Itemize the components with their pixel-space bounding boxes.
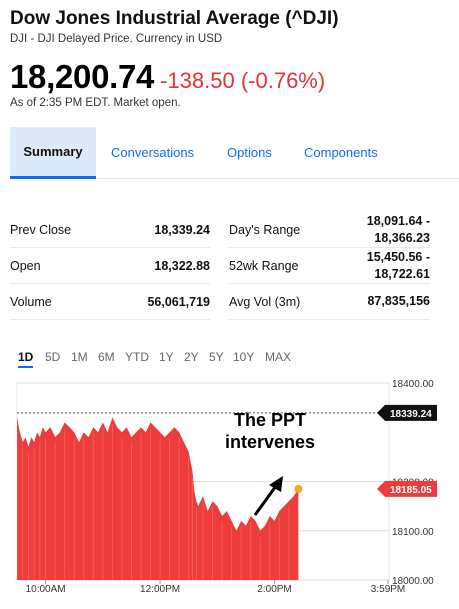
stats-row: Open 18,322.88 52wk Range 15,450.56 - 18… <box>10 248 430 284</box>
current-price-flag <box>377 480 437 497</box>
x-tick-label: 2:00PM <box>257 584 291 595</box>
stat-label-avg-vol: Avg Vol (3m) <box>229 284 349 320</box>
page-title: Dow Jones Industrial Average (^DJI) <box>10 8 339 29</box>
stat-label-days-range: Day's Range <box>229 212 349 248</box>
price-change: -138.50 (-0.76%) <box>160 68 326 93</box>
as-of-time: As of 2:35 PM EDT. Market open. <box>10 97 181 109</box>
price-row: 18,200.74 -138.50 (-0.76%) <box>10 58 325 96</box>
current-price: 18,200.74 <box>10 58 155 95</box>
y-tick-label: 18100.00 <box>392 527 434 538</box>
stat-label-52wk-range: 52wk Range <box>229 248 349 284</box>
range-1d[interactable]: 1D <box>18 350 34 368</box>
x-tick-label: 12:00PM <box>140 584 180 595</box>
annotation-arrowhead <box>269 476 283 492</box>
stat-value-days-range: 18,091.64 - 18,366.23 <box>349 212 430 248</box>
tab-summary[interactable]: Summary <box>10 127 96 179</box>
tab-conversations[interactable]: Conversations <box>111 145 195 160</box>
x-tick-label: 3:59PM <box>371 584 405 595</box>
prev-close-flag-label: 18339.24 <box>390 409 432 420</box>
range-10y[interactable]: 10Y <box>233 350 255 364</box>
price-subtitle: DJI - DJI Delayed Price. Currency in USD <box>10 33 223 45</box>
range-6m[interactable]: 6M <box>98 350 115 364</box>
range-5y[interactable]: 5Y <box>209 350 224 364</box>
range-ytd[interactable]: YTD <box>125 350 149 364</box>
stat-value-52wk-range: 15,450.56 - 18,722.61 <box>349 248 430 284</box>
range-max[interactable]: MAX <box>265 350 292 364</box>
stats-row: Volume 56,061,719 Avg Vol (3m) 87,835,15… <box>10 284 430 320</box>
x-tick-label: 10:00AM <box>26 584 66 595</box>
y-tick-label: 18000.00 <box>392 576 434 587</box>
stats-row: Prev Close 18,339.24 Day's Range 18,091.… <box>10 212 430 248</box>
annotation-line-1: The PPT <box>234 410 306 430</box>
watermark: YAHOO <box>200 476 279 501</box>
range-1y[interactable]: 1Y <box>159 350 174 364</box>
annotation-line-2: intervenes <box>225 432 315 452</box>
quote-tabs: Summary Conversations Options Components <box>10 127 459 179</box>
tab-options[interactable]: Options <box>227 145 272 160</box>
range-1m[interactable]: 1M <box>71 350 88 364</box>
current-price-marker <box>294 484 303 493</box>
range-2y[interactable]: 2Y <box>184 350 199 364</box>
current-price-flag-label: 18185.05 <box>390 485 432 496</box>
stat-label-volume: Volume <box>10 284 130 320</box>
tab-components[interactable]: Components <box>304 145 378 160</box>
range-5d[interactable]: 5D <box>45 350 61 364</box>
stat-label-prev-close: Prev Close <box>10 212 130 248</box>
stat-value-volume: 56,061,719 <box>130 284 210 320</box>
stat-value-open: 18,322.88 <box>130 248 210 284</box>
stat-value-avg-vol: 87,835,156 <box>349 284 430 320</box>
stat-label-open: Open <box>10 248 130 284</box>
stat-value-prev-close: 18,339.24 <box>130 212 210 248</box>
y-tick-label: 18400.00 <box>392 379 434 390</box>
prev-close-flag <box>377 404 437 421</box>
price-area <box>17 417 299 580</box>
annotation-arrow <box>253 485 278 516</box>
